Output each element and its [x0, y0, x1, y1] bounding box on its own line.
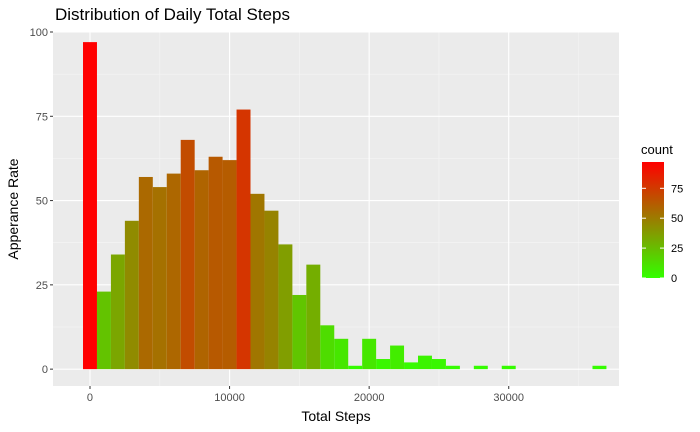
legend-label: 50	[671, 213, 683, 225]
histogram-bar	[404, 362, 419, 370]
legend-label: 25	[671, 243, 683, 255]
x-axis: 0 10000 20000 30000	[87, 386, 524, 404]
histogram-bar	[83, 42, 97, 370]
histogram-bar	[501, 365, 516, 370]
histogram-bar	[278, 244, 293, 370]
y-tick-label: 100	[30, 27, 48, 39]
y-axis-title: Apperance Rate	[5, 158, 21, 259]
x-tick-label: 20000	[354, 392, 385, 404]
histogram-bar	[152, 187, 167, 370]
histogram-bar	[292, 294, 307, 370]
legend-label: 75	[671, 183, 683, 195]
x-tick-label: 30000	[493, 392, 524, 404]
y-tick-label: 50	[36, 196, 48, 208]
histogram-bar	[320, 325, 335, 370]
color-legend: count 0 25 50 75	[641, 142, 683, 285]
histogram-bar	[334, 338, 349, 370]
histogram-bar	[592, 365, 607, 370]
legend-ticks: 0 25 50 75	[642, 183, 683, 285]
histogram-bar	[264, 210, 279, 370]
histogram-bar	[376, 359, 391, 370]
histogram-bar	[445, 365, 460, 370]
y-tick-label: 0	[42, 364, 48, 376]
legend-label: 0	[671, 273, 677, 285]
histogram-bar	[348, 365, 363, 370]
histogram-bar	[418, 355, 432, 370]
legend-colorbar	[642, 162, 664, 278]
histogram-bar	[306, 264, 321, 370]
histogram-bar	[180, 139, 195, 370]
y-axis: 0 25 50 75 100	[30, 27, 53, 376]
histogram-bar	[124, 220, 139, 370]
histogram-bar	[110, 254, 125, 370]
x-tick-label: 10000	[214, 392, 245, 404]
histogram-bars	[83, 42, 607, 370]
y-tick-label: 25	[36, 280, 48, 292]
histogram-bar	[194, 170, 209, 370]
minor-gridlines	[53, 32, 619, 386]
histogram-bar	[390, 345, 405, 370]
histogram-bar	[222, 160, 237, 370]
histogram-bar	[208, 156, 223, 370]
histogram-bar	[138, 176, 153, 370]
chart-title: Distribution of Daily Total Steps	[55, 5, 290, 24]
histogram-bar	[166, 173, 181, 370]
x-axis-title: Total Steps	[301, 408, 370, 424]
histogram-bar	[96, 291, 111, 370]
histogram-bar	[473, 365, 488, 370]
histogram-bar	[362, 338, 377, 370]
y-tick-label: 75	[36, 111, 48, 123]
histogram-bar	[236, 109, 251, 370]
x-tick-label: 0	[87, 392, 93, 404]
legend-title: count	[641, 142, 673, 157]
histogram-bar	[250, 193, 265, 370]
histogram-bar	[431, 359, 446, 370]
